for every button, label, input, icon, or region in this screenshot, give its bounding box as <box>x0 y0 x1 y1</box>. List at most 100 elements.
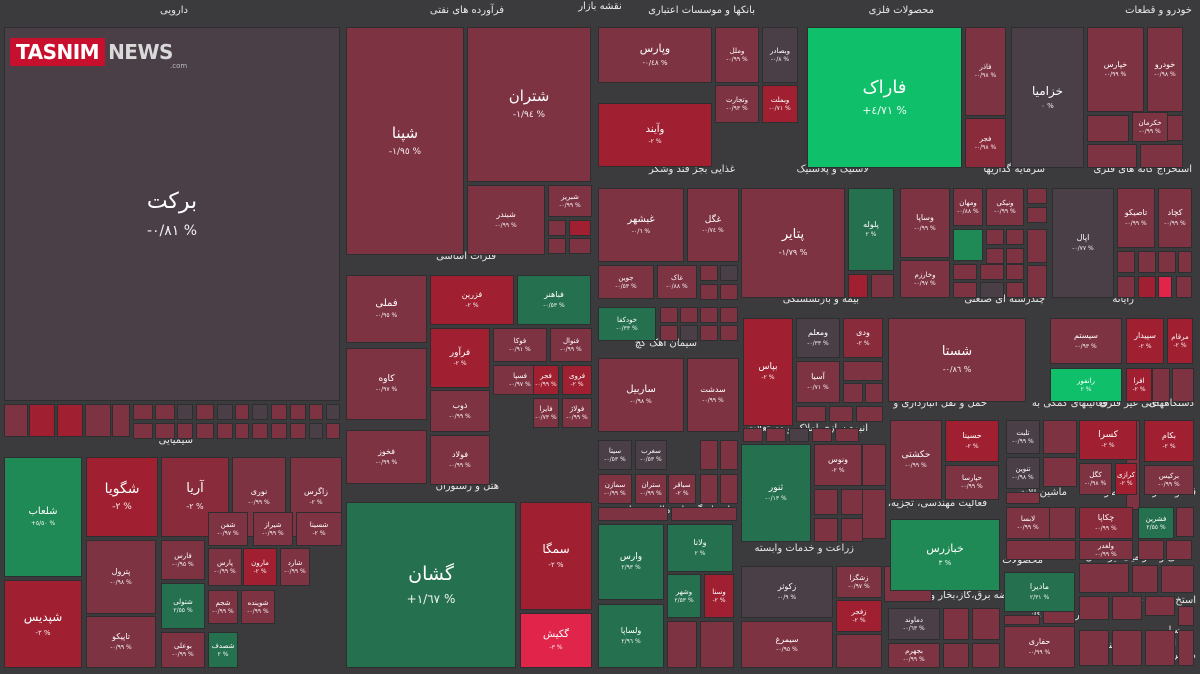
small-stock-tile[interactable] <box>1117 251 1135 273</box>
small-stock-tile[interactable] <box>217 423 233 439</box>
small-stock-tile[interactable] <box>133 423 153 439</box>
small-stock-tile[interactable] <box>720 325 738 341</box>
stock-tile[interactable]: ونوس -٢ % <box>814 444 862 486</box>
small-stock-tile[interactable] <box>720 307 738 323</box>
stock-tile[interactable]: گشان +١/٦٧ % <box>346 502 516 668</box>
stock-tile[interactable]: ونیکی -٠/٩٩ % <box>986 188 1024 226</box>
small-stock-tile[interactable] <box>1027 207 1047 223</box>
small-stock-tile[interactable] <box>843 383 863 403</box>
stock-tile[interactable]: وشهر ٢/٥٣ % <box>667 574 701 618</box>
stock-tile[interactable]: چکاپا -٠/٩٩ % <box>1079 507 1133 539</box>
stock-tile[interactable]: حپارسا -٠/٩٩ % <box>945 465 999 500</box>
small-stock-tile[interactable] <box>1006 540 1076 560</box>
stock-tile[interactable]: مرقام -٢ % <box>1167 318 1193 364</box>
stock-tile[interactable]: شستا -٠/٨٦ % <box>888 318 1026 402</box>
small-stock-tile[interactable] <box>660 325 678 341</box>
stock-tile[interactable]: فولاد -٠/٩٩ % <box>430 435 490 485</box>
stock-tile[interactable]: شوینده -٠/٩٩ % <box>241 590 275 624</box>
stock-tile[interactable]: مارون -٢ % <box>243 548 277 586</box>
stock-tile[interactable]: بکام -٢ % <box>1144 420 1194 462</box>
stock-tile[interactable]: ومعلم -٠/٣٣ % <box>796 318 840 358</box>
stock-tile[interactable]: فزرین -٢ % <box>430 275 514 325</box>
stock-tile[interactable]: سیتا -٠/٥٣ % <box>598 440 632 470</box>
small-stock-tile[interactable] <box>856 406 883 422</box>
small-stock-tile[interactable] <box>700 474 718 504</box>
stock-tile[interactable]: سپیدار -٢ % <box>1126 318 1164 364</box>
small-stock-tile[interactable] <box>1166 540 1192 560</box>
small-stock-tile[interactable] <box>1006 229 1024 245</box>
small-stock-tile[interactable] <box>1006 282 1024 298</box>
stock-tile[interactable]: برکت -٠/٨١ % <box>4 27 340 401</box>
small-stock-tile[interactable] <box>1112 630 1142 666</box>
small-stock-tile[interactable] <box>1158 276 1172 298</box>
stock-tile[interactable]: فخوز -٠/٩٩ % <box>346 430 427 484</box>
small-stock-tile[interactable] <box>1112 596 1142 620</box>
small-stock-tile[interactable] <box>177 423 193 439</box>
small-stock-tile[interactable] <box>871 274 894 298</box>
small-stock-tile[interactable] <box>252 404 268 420</box>
small-stock-tile[interactable] <box>155 404 175 420</box>
stock-tile[interactable]: شگویا -٢ % <box>86 457 158 537</box>
stock-tile[interactable]: شلعاب +٥/٥٠ % <box>4 457 82 577</box>
stock-tile[interactable]: ستران -٠/٩٩ % <box>635 474 667 504</box>
small-stock-tile[interactable] <box>1004 615 1040 625</box>
small-stock-tile[interactable] <box>671 507 737 521</box>
small-stock-tile[interactable] <box>326 423 340 439</box>
stock-tile[interactable]: فاراک +٤/٧١ % <box>807 27 962 168</box>
stock-tile[interactable]: وآیند -٢ % <box>598 103 712 167</box>
stock-tile[interactable]: شارد -٠/٩٩ % <box>280 548 310 586</box>
small-stock-tile[interactable] <box>700 440 718 470</box>
stock-tile[interactable]: شپنا -١/٩٥ % <box>346 27 464 255</box>
small-stock-tile[interactable] <box>548 220 566 236</box>
small-stock-tile[interactable] <box>1079 630 1109 666</box>
small-stock-tile[interactable] <box>235 404 249 420</box>
stock-tile[interactable]: مادیرا ٢/٣١ % <box>1004 572 1075 612</box>
small-stock-tile[interactable] <box>1178 630 1194 666</box>
stock-tile[interactable]: وبصادر -٠/٨ % <box>762 27 798 83</box>
stock-tile[interactable]: فملی -٠/٩٥ % <box>346 275 427 343</box>
stock-tile[interactable]: بوعلی -٠/٩٩ % <box>161 632 205 668</box>
small-stock-tile[interactable] <box>290 404 306 420</box>
stock-tile[interactable]: سدشت -٠/٩٩ % <box>687 358 739 432</box>
small-stock-tile[interactable] <box>972 608 1000 640</box>
stock-tile[interactable]: شبندر -٠/٩٩ % <box>467 185 545 255</box>
small-stock-tile[interactable] <box>943 643 969 668</box>
stock-tile[interactable]: برکیس -٠/٩٩ % <box>1144 465 1194 495</box>
stock-tile[interactable]: شجم -٠/٩٩ % <box>208 590 238 624</box>
small-stock-tile[interactable] <box>953 229 983 261</box>
stock-tile[interactable]: فجر -٠/٩٩ % <box>533 365 559 395</box>
stock-tile[interactable]: شصدف ٢ % <box>208 632 238 668</box>
stock-tile[interactable]: وسنا -٢ % <box>704 574 734 618</box>
small-stock-tile[interactable] <box>796 406 826 422</box>
small-stock-tile[interactable] <box>789 428 809 442</box>
small-stock-tile[interactable] <box>1027 265 1047 298</box>
small-stock-tile[interactable] <box>843 361 883 381</box>
stock-tile[interactable]: غگل -٠/٧٤ % <box>687 188 739 262</box>
stock-tile[interactable]: پترول -٠/٩٨ % <box>86 540 156 614</box>
stock-tile[interactable]: سغرب -٠/٥٣ % <box>635 440 667 470</box>
stock-tile[interactable]: بجهرم -٠/٩٩ % <box>888 643 940 668</box>
small-stock-tile[interactable] <box>1138 276 1156 298</box>
small-stock-tile[interactable] <box>720 284 738 300</box>
stock-tile[interactable]: کگل -٠/٩٨ % <box>1079 463 1112 495</box>
stock-tile[interactable]: شسینا -٢ % <box>296 512 342 546</box>
stock-tile[interactable]: شبریز -٠/٩٩ % <box>548 185 592 217</box>
small-stock-tile[interactable] <box>309 423 323 439</box>
stock-tile[interactable]: آریا -٢ % <box>161 457 229 537</box>
small-stock-tile[interactable] <box>1027 188 1047 204</box>
small-stock-tile[interactable] <box>862 489 886 539</box>
small-stock-tile[interactable] <box>766 428 786 442</box>
small-stock-tile[interactable] <box>720 265 738 281</box>
stock-tile[interactable]: تلبت -٠/٩٩ % <box>1006 420 1040 454</box>
stock-tile[interactable]: وساپا -٠/٩٩ % <box>900 188 950 258</box>
stock-tile[interactable]: لابسا -٠/٩٩ % <box>1006 507 1050 539</box>
small-stock-tile[interactable] <box>235 423 249 439</box>
small-stock-tile[interactable] <box>112 404 130 437</box>
stock-tile[interactable]: گکیش -٣ % <box>520 613 592 668</box>
stock-tile[interactable]: کاوه -٠/٩٧ % <box>346 348 427 420</box>
small-stock-tile[interactable] <box>326 404 340 420</box>
stock-tile[interactable]: پتایر -١/٧٩ % <box>741 188 845 298</box>
small-stock-tile[interactable] <box>814 489 838 515</box>
stock-tile[interactable]: تاپیکو -٠/٩٩ % <box>86 616 156 668</box>
small-stock-tile[interactable] <box>309 404 323 420</box>
